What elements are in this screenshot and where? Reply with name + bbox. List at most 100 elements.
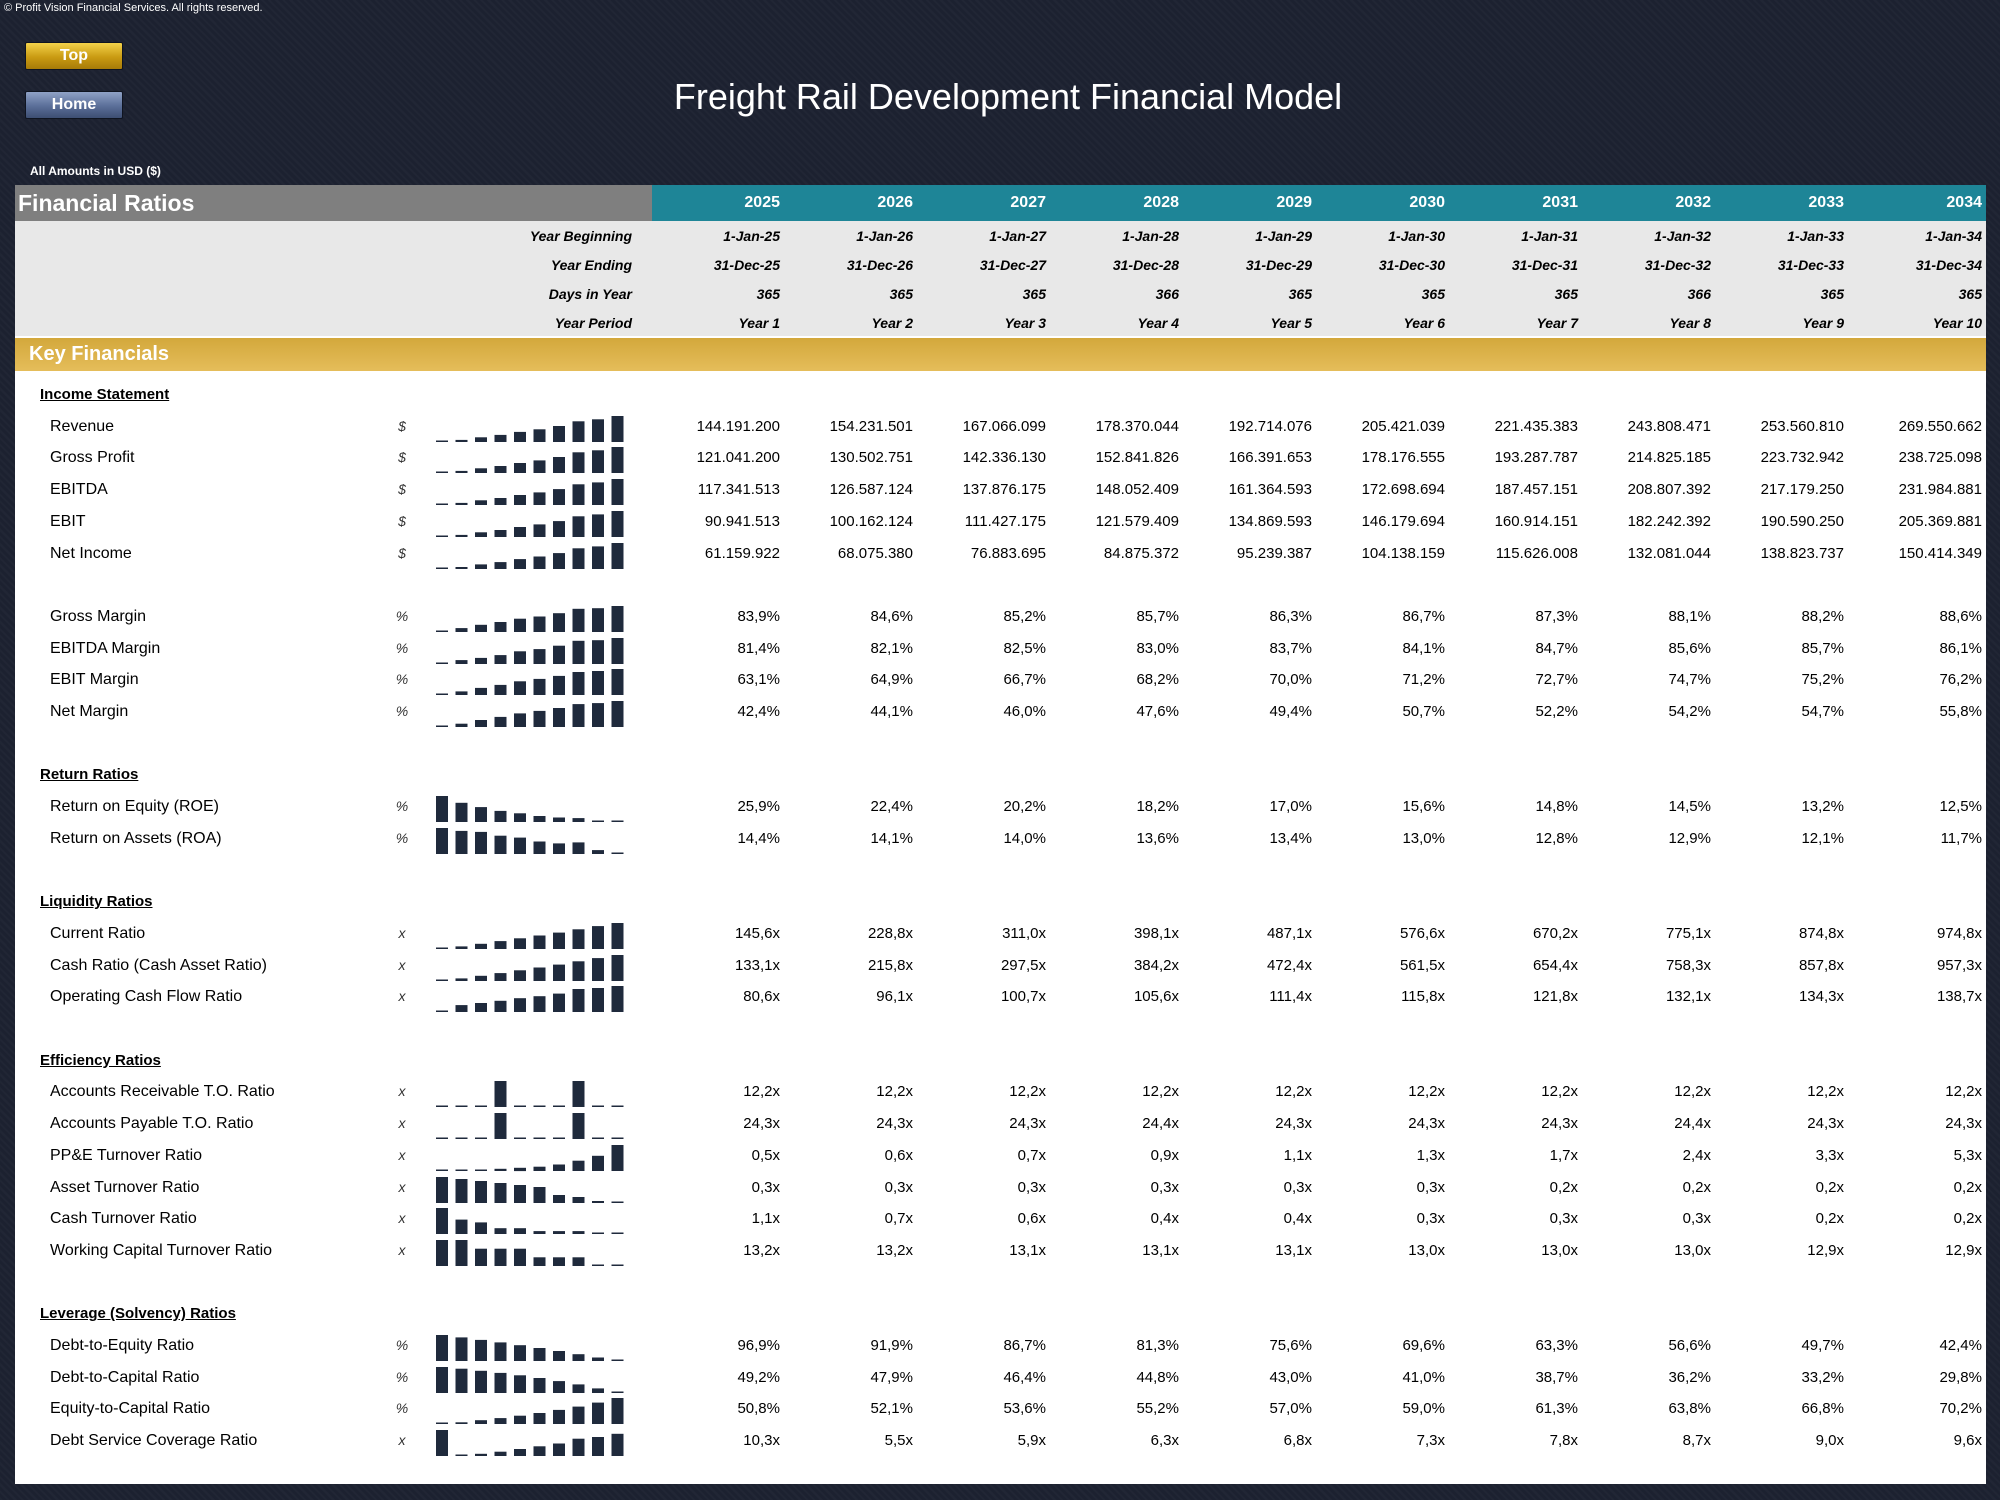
sparkline-bar <box>455 1337 468 1361</box>
value-cell: 84,6% <box>870 607 913 625</box>
value-cell: 2,4x <box>1682 1146 1711 1164</box>
value-cell: 12,2x <box>1408 1083 1445 1101</box>
sparkline-bar <box>572 989 585 1013</box>
value-cell: 47,9% <box>870 1368 913 1386</box>
sparkline-bar <box>436 947 448 949</box>
value-cell: 85,2% <box>1003 607 1046 625</box>
value-cell: 20,2% <box>1003 798 1046 816</box>
sparkline-bar <box>475 975 487 981</box>
value-cell: 134.869.593 <box>1228 512 1312 530</box>
sparkline-bar <box>553 457 565 474</box>
sparkline-bar <box>514 681 526 696</box>
sparkline-bar <box>572 1196 585 1203</box>
sparkline-bar <box>514 431 526 442</box>
meta-label: Days in Year <box>548 286 632 302</box>
unit-label: % <box>395 671 409 688</box>
value-cell: 13,1x <box>1275 1241 1312 1259</box>
unit-label: $ <box>398 449 406 466</box>
value-cell: 5,9x <box>1017 1432 1046 1450</box>
value-cell: 238.725.098 <box>1898 449 1982 467</box>
meta-value: 31-Dec-26 <box>846 257 913 273</box>
year-header-2028[interactable]: 2028 <box>1143 194 1179 211</box>
sparkline-chart <box>436 796 624 823</box>
sparkline-bar <box>611 1232 624 1235</box>
value-cell: 70,2% <box>1939 1400 1982 1418</box>
section-title: Income Statement <box>40 386 170 403</box>
year-header-2027[interactable]: 2027 <box>1010 194 1046 211</box>
year-header-2031[interactable]: 2031 <box>1542 194 1578 211</box>
sparkline-bar <box>533 616 546 632</box>
row-label: Net Margin <box>50 703 129 720</box>
sparkline-bar <box>592 1232 604 1235</box>
value-cell: 87,3% <box>1535 607 1578 625</box>
value-cell: 130.502.751 <box>829 449 913 467</box>
value-cell: 12,2x <box>1807 1083 1844 1101</box>
section-title: Efficiency Ratios <box>40 1051 161 1069</box>
value-cell: 63,8% <box>1668 1400 1711 1418</box>
value-cell: 13,1x <box>1009 1241 1046 1259</box>
value-cell: 64,9% <box>870 671 913 689</box>
value-cell: 12,2x <box>1142 1083 1179 1101</box>
sparkline-bar <box>494 529 507 537</box>
unit-label: % <box>395 1337 409 1353</box>
value-cell: 670,2x <box>1532 924 1578 942</box>
year-header-2034[interactable]: 2034 <box>1946 194 1982 211</box>
sparkline-bar <box>514 1345 526 1361</box>
sparkline-bar <box>553 425 565 442</box>
value-cell: 166.391.653 <box>1228 449 1312 467</box>
year-header-2026[interactable]: 2026 <box>877 194 913 211</box>
value-cell: 84,1% <box>1402 639 1445 657</box>
home-button[interactable]: Home <box>25 91 123 119</box>
sparkline-bar <box>592 671 604 696</box>
sparkline-bar <box>592 1402 604 1425</box>
value-cell: 69,6% <box>1402 1337 1445 1354</box>
value-cell: 12,8% <box>1535 829 1578 847</box>
sparkline-chart <box>436 1366 624 1393</box>
value-cell: 857,8x <box>1798 956 1844 974</box>
value-cell: 54,7% <box>1801 703 1844 720</box>
value-cell: 111,4x <box>1269 988 1312 1006</box>
value-cell: 91,9% <box>870 1337 913 1354</box>
sparkline-bar <box>592 1388 604 1393</box>
sparkline-chart <box>436 1208 624 1235</box>
value-cell: 148.052.409 <box>1095 481 1179 499</box>
meta-value: Year 7 <box>1536 315 1578 331</box>
value-cell: 161.364.593 <box>1228 481 1312 499</box>
value-cell: 297,5x <box>1000 956 1046 974</box>
row-label: Debt-to-Capital Ratio <box>50 1368 200 1386</box>
sparkline-chart <box>436 954 624 981</box>
year-header-2029[interactable]: 2029 <box>1276 194 1312 211</box>
value-cell: 0,9x <box>1150 1146 1179 1164</box>
sparkline-bar <box>592 639 604 664</box>
sparkline-bar <box>592 1437 604 1457</box>
value-cell: 24,3x <box>1541 1115 1578 1133</box>
row-label: EBIT Margin <box>50 671 139 689</box>
value-cell: 974,8x <box>1936 924 1982 942</box>
top-button[interactable]: Top <box>25 42 123 70</box>
year-header-2025[interactable]: 2025 <box>744 194 780 211</box>
value-cell: 82,1% <box>870 639 913 657</box>
meta-value: 365 <box>1022 286 1046 302</box>
value-cell: 874,8x <box>1798 924 1844 942</box>
value-cell: 150.414.349 <box>1898 544 1982 562</box>
meta-value: 1-Jan-31 <box>1521 228 1578 244</box>
value-cell: 0,2x <box>1549 1178 1578 1196</box>
year-header-2033[interactable]: 2033 <box>1808 194 1844 211</box>
value-cell: 0,3x <box>751 1178 780 1196</box>
value-cell: 24,3x <box>1408 1115 1445 1133</box>
value-cell: 0,4x <box>1283 1210 1312 1228</box>
sparkline-bar <box>611 415 624 442</box>
value-cell: 59,0% <box>1402 1400 1445 1418</box>
value-cell: 11,7% <box>1940 829 1982 847</box>
sparkline-bar <box>533 1377 546 1393</box>
value-cell: 12,2x <box>1009 1083 1046 1101</box>
sparkline-bar <box>572 1113 585 1140</box>
sparkline-bar <box>494 940 507 949</box>
year-header-2032[interactable]: 2032 <box>1675 194 1711 211</box>
sparkline-bar <box>553 964 565 981</box>
sparkline-bar <box>455 1105 468 1108</box>
sparkline-bar <box>455 1178 468 1203</box>
value-cell: 167.066.099 <box>962 417 1046 435</box>
value-cell: 81,4% <box>737 639 780 657</box>
year-header-2030[interactable]: 2030 <box>1409 194 1445 211</box>
